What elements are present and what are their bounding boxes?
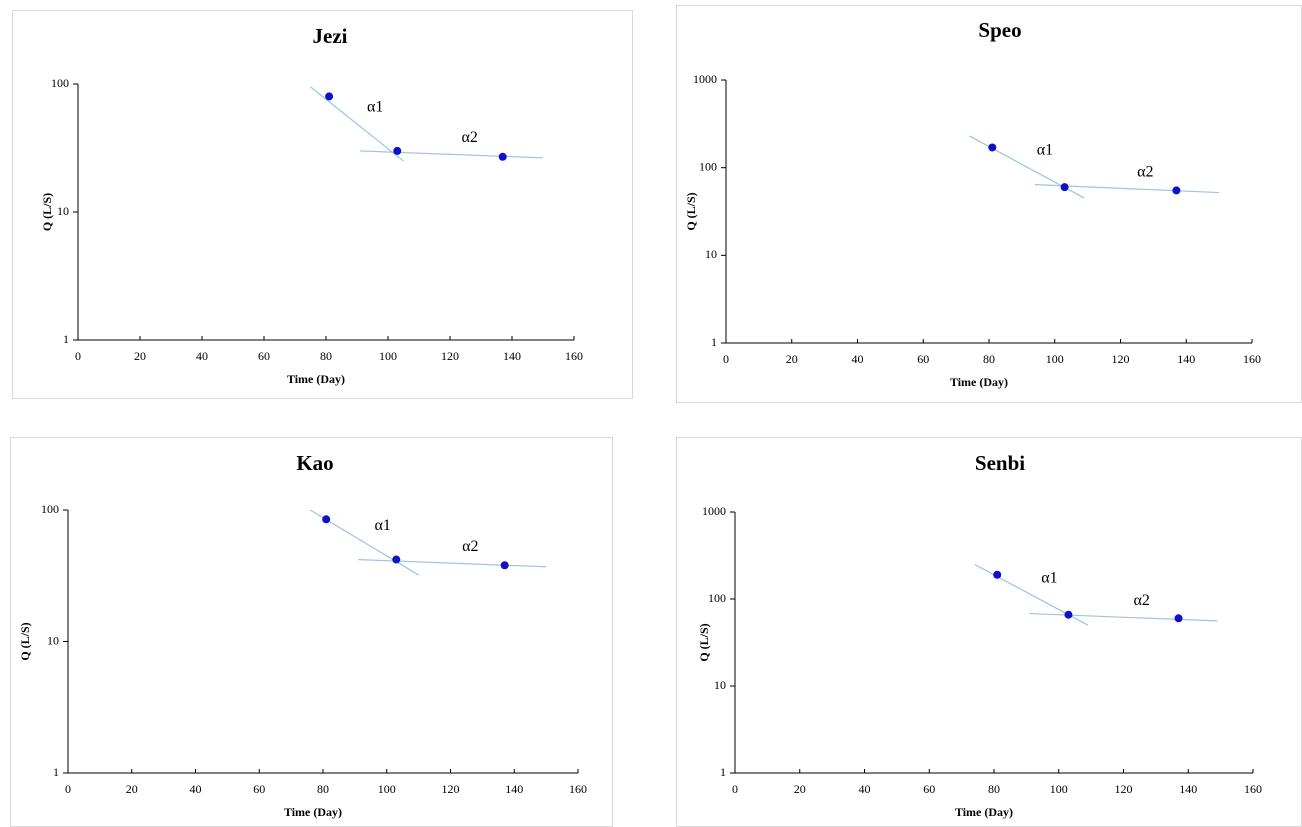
panel-frame (10, 437, 613, 827)
x-tick-label: 140 (503, 349, 521, 363)
x-tick-label: 40 (196, 349, 208, 363)
chart-panel: Senbi 0 20 40 60 80 100 120 140 160 1 10 100 1000 Time… (676, 437, 1302, 827)
trendline-label: α2 (462, 129, 478, 146)
y-tick-label: 100 (51, 76, 69, 90)
x-tick-label: 120 (1115, 782, 1133, 796)
y-axis-label: Q (L/S) (18, 622, 32, 660)
x-tick-label: 100 (378, 782, 396, 796)
panel-frame (676, 437, 1302, 827)
y-tick-label: 1 (720, 765, 726, 779)
x-tick-label: 140 (1177, 352, 1195, 366)
x-tick-label: 80 (317, 782, 329, 796)
y-tick-label: 100 (41, 502, 59, 516)
y-axis-label: Q (L/S) (684, 192, 698, 230)
y-tick-label: 1 (63, 332, 69, 346)
x-tick-label: 40 (859, 782, 871, 796)
data-point (322, 515, 331, 524)
x-tick-label: 0 (65, 782, 71, 796)
x-axis-label: Time (Day) (284, 805, 342, 819)
trendline (360, 150, 544, 159)
chart-title: Jezi (313, 24, 348, 48)
data-point (500, 561, 509, 570)
panel-frame (676, 5, 1302, 403)
trendline-label: α1 (1041, 569, 1057, 586)
y-tick-label: 1 (53, 765, 59, 779)
y-axis-label: Q (L/S) (40, 193, 54, 231)
data-point (1172, 186, 1181, 195)
x-tick-label: 20 (134, 349, 146, 363)
panel-frame (12, 10, 633, 399)
data-point (498, 152, 507, 161)
chart-panel: Kao 0 20 40 60 80 100 120 140 160 1 10 100 Time (Day)… (10, 437, 613, 827)
trendline-label: α2 (462, 538, 478, 555)
x-tick-label: 100 (1050, 782, 1068, 796)
y-tick-label: 10 (714, 678, 726, 692)
x-tick-label: 20 (126, 782, 138, 796)
x-tick-label: 60 (258, 349, 270, 363)
x-tick-label: 100 (379, 349, 397, 363)
x-tick-label: 80 (983, 352, 995, 366)
trendline-label: α2 (1134, 592, 1150, 609)
data-point (988, 143, 997, 152)
x-tick-label: 120 (1112, 352, 1130, 366)
data-point (1064, 610, 1073, 619)
y-tick-label: 1 (711, 335, 717, 349)
x-tick-label: 0 (723, 352, 729, 366)
x-tick-label: 160 (569, 782, 587, 796)
data-point (1060, 183, 1069, 192)
x-tick-label: 140 (1179, 782, 1197, 796)
x-tick-label: 0 (732, 782, 738, 796)
x-tick-label: 100 (1046, 352, 1064, 366)
chart-title: Senbi (975, 451, 1025, 475)
y-axis-label: Q (L/S) (697, 623, 711, 661)
x-tick-label: 60 (253, 782, 265, 796)
trendline-label: α1 (367, 99, 383, 116)
x-tick-label: 60 (923, 782, 935, 796)
data-point (993, 570, 1002, 579)
y-tick-label: 10 (57, 204, 69, 218)
trendline (358, 558, 547, 568)
y-tick-label: 1000 (702, 504, 726, 518)
trendline-label: α2 (1137, 163, 1153, 180)
x-tick-label: 40 (852, 352, 864, 366)
x-tick-label: 20 (786, 352, 798, 366)
y-tick-label: 10 (47, 633, 59, 647)
x-tick-label: 0 (75, 349, 81, 363)
data-point (392, 555, 401, 564)
chart-panel: Speo 0 20 40 60 80 100 120 140 160 1 10 100 1000 Time … (676, 5, 1302, 403)
data-point (1174, 614, 1183, 623)
x-axis-label: Time (Day) (287, 372, 345, 386)
x-tick-label: 40 (190, 782, 202, 796)
trendline (1029, 612, 1218, 622)
y-tick-label: 10 (705, 247, 717, 261)
data-point (325, 92, 334, 101)
y-tick-label: 100 (708, 591, 726, 605)
trendline-label: α1 (374, 517, 390, 534)
chart-title: Kao (296, 451, 333, 475)
x-tick-label: 140 (505, 782, 523, 796)
trendline-label: α1 (1037, 142, 1053, 159)
chart-title: Speo (978, 18, 1021, 42)
data-point (393, 146, 402, 155)
x-tick-label: 160 (565, 349, 583, 363)
y-tick-label: 100 (699, 159, 717, 173)
trendline (310, 86, 404, 162)
x-tick-label: 80 (988, 782, 1000, 796)
x-tick-label: 20 (794, 782, 806, 796)
x-axis-label: Time (Day) (955, 805, 1013, 819)
chart-panel: Jezi 0 20 40 60 80 100 120 140 160 1 10 100 Time (Day… (12, 10, 633, 399)
x-tick-label: 80 (320, 349, 332, 363)
x-tick-label: 120 (442, 782, 460, 796)
x-tick-label: 160 (1244, 782, 1262, 796)
y-tick-label: 1000 (693, 72, 717, 86)
x-tick-label: 160 (1243, 352, 1261, 366)
x-tick-label: 60 (917, 352, 929, 366)
x-tick-label: 120 (441, 349, 459, 363)
x-axis-label: Time (Day) (950, 375, 1008, 389)
